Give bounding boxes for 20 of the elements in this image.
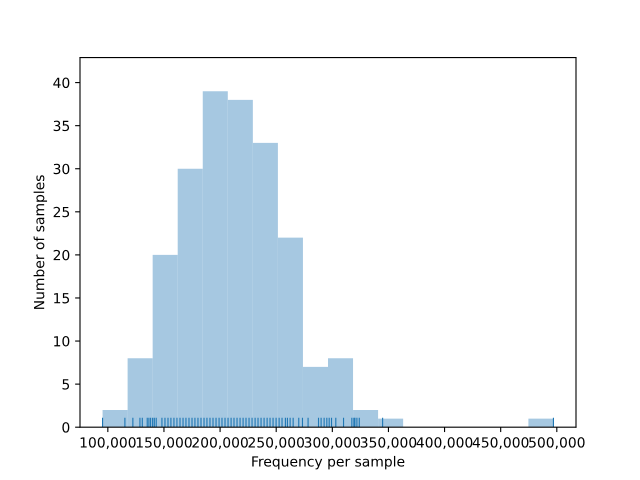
x-tick-label: 250,000 xyxy=(248,437,304,450)
x-tick-label: 150,000 xyxy=(136,437,192,450)
x-tick-label: 450,000 xyxy=(472,437,528,450)
y-tick-label: 40 xyxy=(53,78,70,88)
y-tick-label: 10 xyxy=(54,336,70,347)
y-tick-label: 0 xyxy=(62,422,70,433)
y-tick-label: 35 xyxy=(54,120,70,132)
x-tick-label: 350,000 xyxy=(360,437,416,450)
x-tick-label: 300,000 xyxy=(304,437,360,450)
y-tick-label: 25 xyxy=(54,206,70,218)
y-tick-label: 30 xyxy=(54,164,70,174)
x-tick-label: 200,000 xyxy=(192,437,248,450)
y-tick-label: 20 xyxy=(54,250,70,260)
x-tick-label: 500,000 xyxy=(529,437,585,450)
y-tick-label: 5 xyxy=(62,379,70,390)
x-tick-label: 400,000 xyxy=(416,437,472,450)
x-axis-title: Frequency per sample xyxy=(252,456,404,470)
y-tick-label: 15 xyxy=(54,293,70,304)
y-axis-title: Number of samples xyxy=(34,175,48,309)
x-tick-label: 100,000 xyxy=(80,437,136,450)
